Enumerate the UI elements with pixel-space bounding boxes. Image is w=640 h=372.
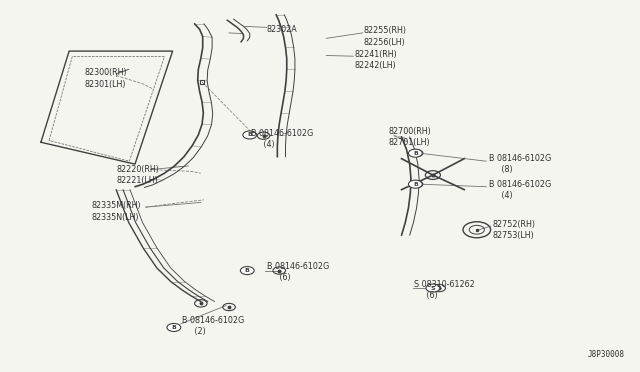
Text: B: B (413, 182, 418, 187)
Circle shape (426, 284, 440, 292)
Text: 82752(RH)
82753(LH): 82752(RH) 82753(LH) (493, 220, 536, 240)
Text: B: B (247, 132, 252, 138)
Text: B 08146-6102G
     (8): B 08146-6102G (8) (490, 154, 552, 174)
Text: 82220(RH)
82221(LH): 82220(RH) 82221(LH) (116, 165, 159, 185)
Text: J8P30008: J8P30008 (587, 350, 624, 359)
Text: S 08310-61262
     (6): S 08310-61262 (6) (414, 280, 475, 300)
Text: B 08146-6102G
     (6): B 08146-6102G (6) (267, 262, 329, 282)
Text: B 08146-6102G
     (2): B 08146-6102G (2) (182, 316, 244, 336)
Text: 82302A: 82302A (267, 25, 298, 34)
Text: B: B (245, 268, 250, 273)
Text: S: S (431, 286, 435, 291)
Text: B: B (172, 325, 176, 330)
Text: 82300(RH)
82301(LH): 82300(RH) 82301(LH) (85, 68, 127, 89)
Text: 82255(RH)
82256(LH): 82255(RH) 82256(LH) (364, 26, 407, 46)
Circle shape (243, 131, 257, 139)
Text: B: B (413, 151, 418, 156)
Text: 82241(RH)
82242(LH): 82241(RH) 82242(LH) (355, 50, 397, 70)
Text: 82335M(RH)
82335N(LH): 82335M(RH) 82335N(LH) (91, 202, 141, 222)
Text: B 08146-6102G
     (4): B 08146-6102G (4) (251, 129, 313, 149)
Circle shape (408, 149, 422, 157)
Text: B 08146-6102G
     (4): B 08146-6102G (4) (490, 180, 552, 200)
Text: 82700(RH)
82701(LH): 82700(RH) 82701(LH) (389, 127, 432, 147)
Circle shape (167, 323, 180, 331)
Circle shape (408, 180, 422, 188)
Circle shape (241, 267, 254, 275)
